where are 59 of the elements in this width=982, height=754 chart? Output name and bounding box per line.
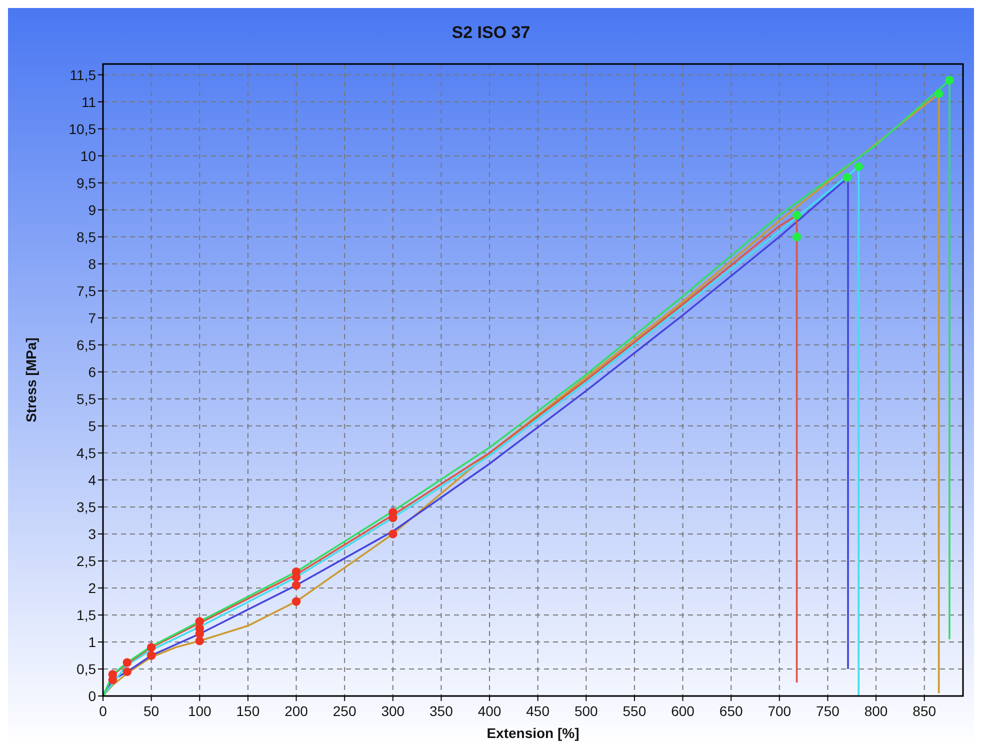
x-tick-label: 50 — [144, 703, 160, 719]
chart-title: S2 ISO 37 — [452, 23, 530, 42]
y-tick-label: 5,5 — [76, 390, 96, 407]
y-tick-label: 5 — [88, 418, 96, 434]
x-tick-label: 150 — [236, 703, 260, 719]
y-tick-label: 3,5 — [76, 498, 96, 515]
y-tick-label: 11,5 — [70, 66, 96, 83]
point — [792, 210, 802, 220]
y-tick-label: 9,5 — [76, 174, 96, 191]
point — [792, 232, 802, 242]
point — [146, 643, 156, 652]
point — [122, 667, 132, 676]
y-tick-label: 10,5 — [68, 120, 96, 137]
y-tick-label: 7 — [88, 310, 96, 326]
y-tick-label: 8 — [88, 256, 96, 272]
y-tick-label: 6,5 — [76, 336, 96, 353]
x-tick-label: 500 — [574, 703, 598, 719]
point — [388, 530, 398, 538]
x-tick-label: 550 — [622, 703, 646, 719]
y-tick-label: 11 — [81, 94, 96, 110]
x-tick-label: 300 — [381, 703, 405, 719]
x-tick-label: 650 — [719, 703, 743, 719]
x-tick-label: 0 — [99, 703, 108, 719]
y-tick-label: 1 — [88, 634, 96, 650]
y-tick-label: 0 — [88, 688, 96, 704]
x-tick-label: 100 — [188, 703, 212, 719]
y-tick-label: 7,5 — [76, 282, 96, 299]
y-axis-title: Stress [MPa] — [23, 338, 39, 422]
point — [945, 76, 954, 85]
point — [842, 173, 852, 182]
x-tick-label: 600 — [671, 703, 695, 719]
x-axis-title: Extension [%] — [486, 725, 580, 741]
point — [122, 658, 132, 667]
point — [854, 162, 864, 171]
y-tick-label: 4 — [88, 472, 96, 488]
x-tick-label: 200 — [284, 703, 308, 719]
point — [195, 636, 204, 646]
y-tick-label: 9 — [88, 202, 96, 218]
point — [146, 651, 156, 660]
x-tick-label: 850 — [912, 703, 936, 719]
x-tick-label: 800 — [864, 703, 888, 719]
x-tick-label: 350 — [430, 703, 454, 719]
y-tick-label: 8,5 — [76, 228, 96, 245]
x-tick-label: 750 — [816, 703, 840, 719]
y-tick-label: 2 — [88, 580, 96, 596]
point — [292, 580, 301, 590]
y-tick-label: 4,5 — [76, 444, 96, 461]
x-tick-label: 700 — [768, 703, 792, 719]
y-tick-label: 0,5 — [76, 660, 96, 677]
x-tick-label: 250 — [332, 703, 356, 719]
y-tick-label: 3 — [88, 526, 96, 542]
x-tick-label: 400 — [478, 703, 502, 719]
y-tick-label: 2,5 — [76, 552, 96, 569]
y-tick-label: 6 — [88, 364, 96, 380]
y-tick-label: 10 — [80, 148, 96, 164]
point — [292, 597, 301, 606]
x-tick-label: 450 — [526, 703, 550, 719]
point — [934, 89, 944, 98]
y-tick-label: 1,5 — [76, 606, 96, 623]
